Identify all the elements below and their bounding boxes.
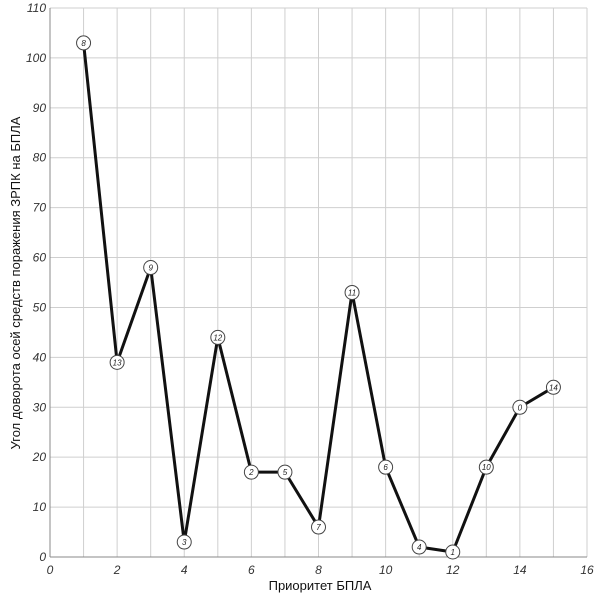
point-marker: [176, 534, 192, 550]
x-tick-label: 8: [315, 563, 322, 577]
data-point: 6: [378, 459, 394, 475]
data-point: 14: [545, 379, 561, 395]
point-marker: [545, 379, 561, 395]
x-tick-label: 10: [379, 563, 393, 577]
y-axis-label: Угол доворота осей средств поражения ЗРП…: [8, 116, 23, 449]
data-point: 4: [411, 539, 427, 555]
data-point: 8: [76, 35, 92, 51]
y-tick-label: 50: [33, 300, 47, 314]
point-label: 3: [182, 538, 187, 547]
grid: [49, 7, 588, 558]
point-marker: [210, 329, 226, 345]
point-label: 1: [451, 548, 455, 557]
x-tick-label: 4: [181, 563, 188, 577]
point-label: 6: [383, 463, 388, 472]
point-marker: [411, 539, 427, 555]
point-marker: [76, 35, 92, 51]
data-point: 10: [478, 459, 494, 475]
point-label: 7: [316, 523, 321, 532]
x-tick-label: 6: [248, 563, 255, 577]
point-label: 12: [213, 333, 222, 342]
point-marker: [311, 519, 326, 535]
data-point: 5: [277, 464, 293, 480]
point-label: 2: [248, 468, 254, 477]
point-label: 10: [482, 463, 491, 472]
point-marker: [344, 284, 360, 300]
data-point: 7: [311, 519, 326, 535]
x-tick-label: 16: [580, 563, 594, 577]
y-tick-label: 40: [33, 350, 47, 364]
point-label: 4: [417, 543, 422, 552]
point-label: 11: [348, 288, 356, 297]
data-point: 0: [512, 399, 528, 415]
data-point: 9: [143, 260, 159, 276]
data-point: 3: [176, 534, 192, 550]
point-label: 8: [81, 39, 86, 48]
point-marker: [243, 464, 259, 480]
point-label: 9: [148, 264, 153, 273]
y-tick-label: 30: [33, 400, 47, 414]
x-tick-label: 2: [113, 563, 121, 577]
point-label: 13: [113, 358, 122, 367]
x-tick-label: 0: [47, 563, 54, 577]
x-tick-label: 12: [446, 563, 460, 577]
y-tick-label: 80: [33, 151, 47, 165]
y-tick-label: 100: [26, 51, 46, 65]
point-marker: [109, 354, 125, 370]
point-marker: [378, 459, 394, 475]
point-label: 14: [549, 383, 558, 392]
y-tick-label: 90: [33, 101, 47, 115]
data-points: 8 13 9 3 12 2 5 7 11 6 4 1 10 0 14: [76, 35, 561, 560]
y-tick-label: 60: [33, 251, 47, 265]
x-axis-label: Приоритет БПЛА: [269, 578, 372, 593]
data-point: 2: [243, 464, 259, 480]
data-point: 11: [344, 284, 360, 300]
data-point: 1: [445, 544, 461, 560]
point-marker: [143, 260, 159, 276]
point-marker: [512, 399, 528, 415]
y-tick-label: 20: [32, 450, 47, 464]
data-point: 12: [210, 329, 226, 345]
point-label: 5: [283, 468, 288, 477]
point-label: 0: [518, 403, 523, 412]
y-tick-label: 70: [33, 201, 47, 215]
point-marker: [478, 459, 494, 475]
point-marker: [277, 464, 293, 480]
y-tick-label: 110: [27, 1, 46, 15]
y-tick-label: 0: [39, 550, 46, 564]
x-tick-label: 14: [513, 563, 527, 577]
point-marker: [445, 544, 461, 560]
y-tick-label: 10: [33, 500, 47, 514]
data-point: 13: [109, 354, 125, 370]
